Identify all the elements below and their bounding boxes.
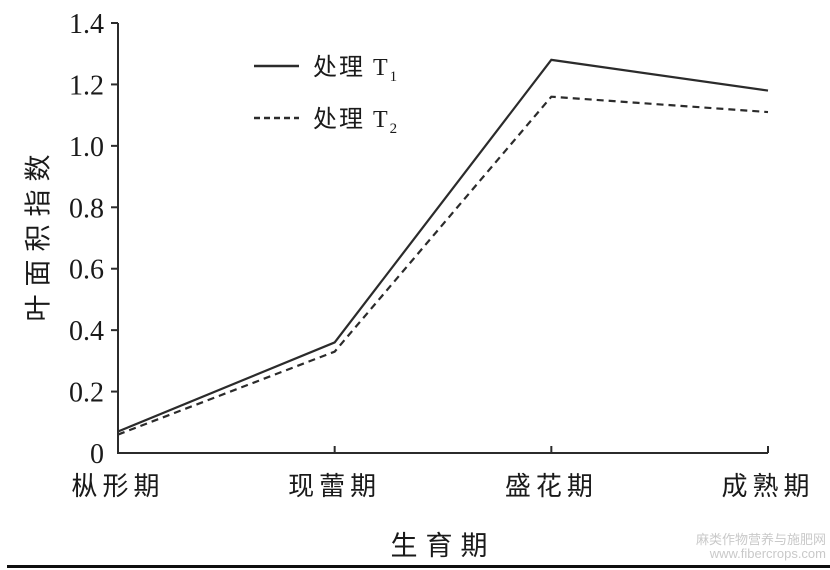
y-tick-label: 1.4 <box>69 9 104 40</box>
watermark-site-url: www.fibercrops.com <box>709 546 826 561</box>
y-tick-label: 1.2 <box>69 70 104 101</box>
legend-swatch-dashed <box>254 116 299 120</box>
bottom-rule <box>7 565 830 568</box>
legend-item-t1: 处理 T1 <box>253 52 399 84</box>
series-line-solid <box>117 58 769 433</box>
y-tick-label: 0.6 <box>69 255 104 286</box>
x-axis-title: 生育期 <box>390 531 496 561</box>
legend-label-t1: 处理 T1 <box>313 54 400 85</box>
y-tick-label: 1.0 <box>69 132 104 163</box>
y-tick-label: 0.4 <box>69 316 104 347</box>
axis-spines <box>117 23 768 454</box>
x-tick-label: 枞形期 <box>71 472 164 501</box>
x-tick-label: 现蕾期 <box>288 472 381 501</box>
y-tick-label: 0.8 <box>69 193 104 224</box>
x-tick-label: 成熟期 <box>721 472 814 501</box>
x-tick-label: 盛花期 <box>505 472 598 501</box>
series-line-dashed <box>117 95 769 436</box>
watermark: 麻类作物营养与施肥网 www.fibercrops.com <box>696 533 826 561</box>
y-tick-label: 0 <box>90 439 104 470</box>
legend: 处理 T1 处理 T2 <box>253 52 399 136</box>
watermark-site-name: 麻类作物营养与施肥网 <box>695 532 826 547</box>
y-axis-title: 叶面积指数 <box>23 146 54 322</box>
legend-item-t2: 处理 T2 <box>253 104 399 136</box>
legend-label-t2: 处理 T2 <box>313 106 400 137</box>
legend-swatch-solid <box>254 64 299 68</box>
y-tick-label: 0.2 <box>69 378 104 409</box>
